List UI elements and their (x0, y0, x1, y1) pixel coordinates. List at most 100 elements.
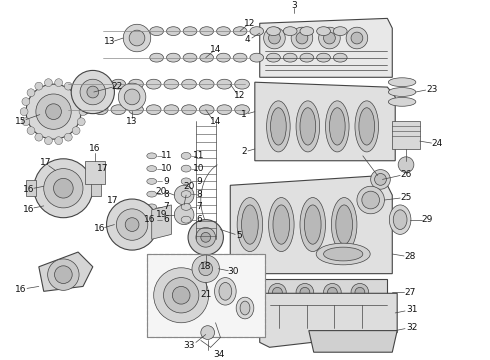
Ellipse shape (181, 178, 191, 185)
Ellipse shape (181, 165, 191, 172)
Circle shape (45, 137, 52, 145)
Circle shape (72, 89, 80, 96)
Circle shape (245, 287, 255, 297)
Text: 25: 25 (400, 193, 412, 202)
Text: 14: 14 (210, 45, 221, 54)
Ellipse shape (304, 205, 321, 244)
Text: 30: 30 (227, 267, 239, 276)
Circle shape (241, 283, 259, 301)
Text: 4: 4 (244, 36, 250, 45)
Circle shape (192, 255, 220, 283)
Ellipse shape (389, 98, 416, 106)
Circle shape (44, 168, 83, 208)
Text: 17: 17 (40, 158, 51, 167)
Circle shape (119, 83, 146, 111)
Text: 33: 33 (183, 341, 195, 350)
Text: 9: 9 (164, 177, 170, 186)
Text: 24: 24 (432, 139, 443, 148)
Ellipse shape (267, 101, 290, 152)
Circle shape (45, 79, 52, 86)
Circle shape (55, 79, 63, 86)
Text: 29: 29 (421, 215, 432, 224)
Circle shape (296, 283, 314, 301)
Ellipse shape (200, 27, 214, 36)
Circle shape (36, 94, 71, 129)
Circle shape (87, 86, 98, 98)
Text: 13: 13 (126, 117, 138, 126)
Ellipse shape (147, 153, 157, 159)
Text: 12: 12 (234, 91, 246, 100)
Ellipse shape (269, 198, 294, 252)
Ellipse shape (200, 53, 214, 62)
Circle shape (80, 79, 105, 105)
Text: 16: 16 (94, 224, 105, 233)
Text: 17: 17 (107, 195, 118, 204)
Bar (147, 254, 265, 337)
Circle shape (318, 27, 340, 49)
Circle shape (269, 283, 286, 301)
Text: 27: 27 (404, 288, 416, 297)
Ellipse shape (147, 105, 161, 114)
Text: 31: 31 (406, 306, 417, 315)
Text: 11: 11 (193, 151, 205, 160)
Circle shape (27, 89, 35, 96)
Circle shape (72, 127, 80, 135)
Circle shape (123, 24, 151, 52)
Text: 17: 17 (97, 164, 108, 173)
Text: 6: 6 (196, 215, 202, 224)
Circle shape (48, 259, 79, 291)
Ellipse shape (283, 53, 297, 62)
Bar (91, 180, 100, 196)
Ellipse shape (233, 53, 247, 62)
Ellipse shape (129, 79, 144, 89)
Circle shape (22, 98, 30, 105)
Text: 22: 22 (112, 82, 123, 91)
Ellipse shape (389, 78, 416, 87)
Ellipse shape (333, 53, 347, 62)
Ellipse shape (164, 79, 179, 89)
Text: 20: 20 (156, 187, 167, 196)
Circle shape (71, 71, 115, 114)
Ellipse shape (167, 53, 180, 62)
Text: 19: 19 (156, 210, 167, 219)
Ellipse shape (147, 204, 157, 210)
Circle shape (77, 118, 85, 126)
Ellipse shape (355, 101, 379, 152)
Text: 32: 32 (406, 323, 417, 332)
Circle shape (79, 108, 87, 116)
Ellipse shape (147, 217, 157, 222)
Circle shape (351, 283, 368, 301)
Ellipse shape (235, 105, 249, 114)
Ellipse shape (250, 53, 264, 62)
Circle shape (346, 27, 368, 49)
Ellipse shape (183, 27, 197, 36)
Circle shape (53, 179, 73, 198)
Circle shape (370, 170, 391, 189)
Circle shape (296, 32, 308, 44)
Circle shape (174, 185, 194, 205)
Circle shape (20, 108, 28, 116)
Circle shape (374, 174, 387, 185)
Polygon shape (260, 18, 392, 77)
Text: 9: 9 (196, 177, 202, 186)
Ellipse shape (333, 27, 347, 36)
Ellipse shape (181, 152, 191, 159)
Circle shape (77, 98, 85, 105)
Ellipse shape (150, 53, 164, 62)
Circle shape (272, 287, 282, 297)
Circle shape (35, 82, 43, 90)
Ellipse shape (93, 105, 108, 114)
Text: 2: 2 (241, 147, 247, 156)
Bar (26, 180, 36, 196)
Ellipse shape (389, 87, 416, 96)
Circle shape (201, 233, 211, 242)
Ellipse shape (219, 283, 232, 300)
Ellipse shape (273, 205, 290, 244)
Circle shape (154, 268, 209, 323)
Ellipse shape (167, 27, 180, 36)
Circle shape (174, 205, 194, 225)
Text: 16: 16 (15, 285, 27, 294)
Circle shape (172, 287, 190, 304)
Circle shape (35, 133, 43, 141)
Ellipse shape (317, 27, 330, 36)
